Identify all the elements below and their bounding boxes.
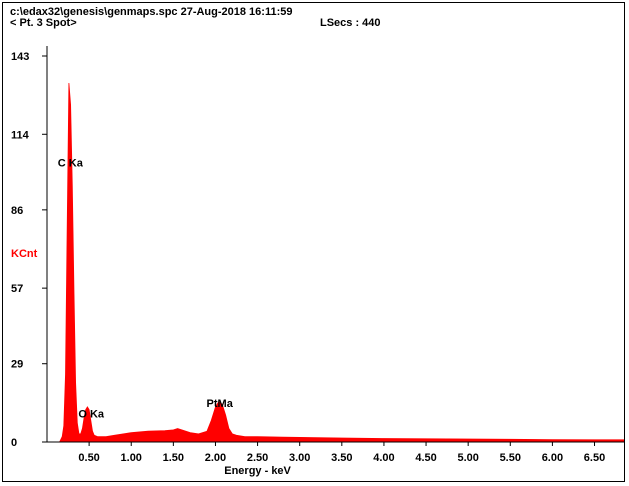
x-tick-label: 5.50: [500, 452, 521, 464]
x-tick-label: 2.50: [247, 452, 268, 464]
x-tick-label: 6.00: [542, 452, 563, 464]
y-tick-label: 143: [11, 51, 29, 63]
peak-label: C Ka: [58, 158, 84, 170]
x-tick-label: 4.00: [373, 452, 394, 464]
x-axis-label: Energy - keV: [224, 465, 291, 477]
spectrum-area: [58, 82, 624, 443]
y-axis-label: KCnt: [11, 248, 38, 260]
y-tick-label: 114: [11, 129, 30, 141]
file-info-line: c:\edax32\genesis\genmaps.spc 27-Aug-201…: [10, 6, 293, 18]
x-tick-label: 1.50: [163, 452, 184, 464]
spectrum-frame: c:\edax32\genesis\genmaps.spc 27-Aug-201…: [2, 2, 625, 482]
x-tick-label: 0.50: [78, 452, 99, 464]
spectrum-chart: 0 29 57 86 114 143 0.50 1.00 1.50 2.00 2.50 3.00 3.5…: [11, 46, 624, 477]
y-tick-label: 57: [11, 283, 23, 295]
peak-label: O Ka: [78, 409, 105, 421]
y-tick-label: 0: [11, 437, 17, 449]
x-tick-label: 4.50: [415, 452, 436, 464]
y-tick-label: 29: [11, 359, 23, 371]
spot-label: < Pt. 3 Spot>: [10, 17, 77, 29]
x-tick-label: 3.50: [331, 452, 352, 464]
x-tick-label: 3.00: [289, 452, 310, 464]
x-tick-label: 5.00: [457, 452, 478, 464]
lsecs-label: LSecs : 440: [320, 17, 381, 29]
x-tick-label: 6.50: [584, 452, 605, 464]
peak-label: PtMa: [207, 398, 234, 410]
x-tick-label: 1.00: [121, 452, 142, 464]
x-tick-label: 2.00: [205, 452, 226, 464]
y-tick-label: 86: [11, 205, 23, 217]
